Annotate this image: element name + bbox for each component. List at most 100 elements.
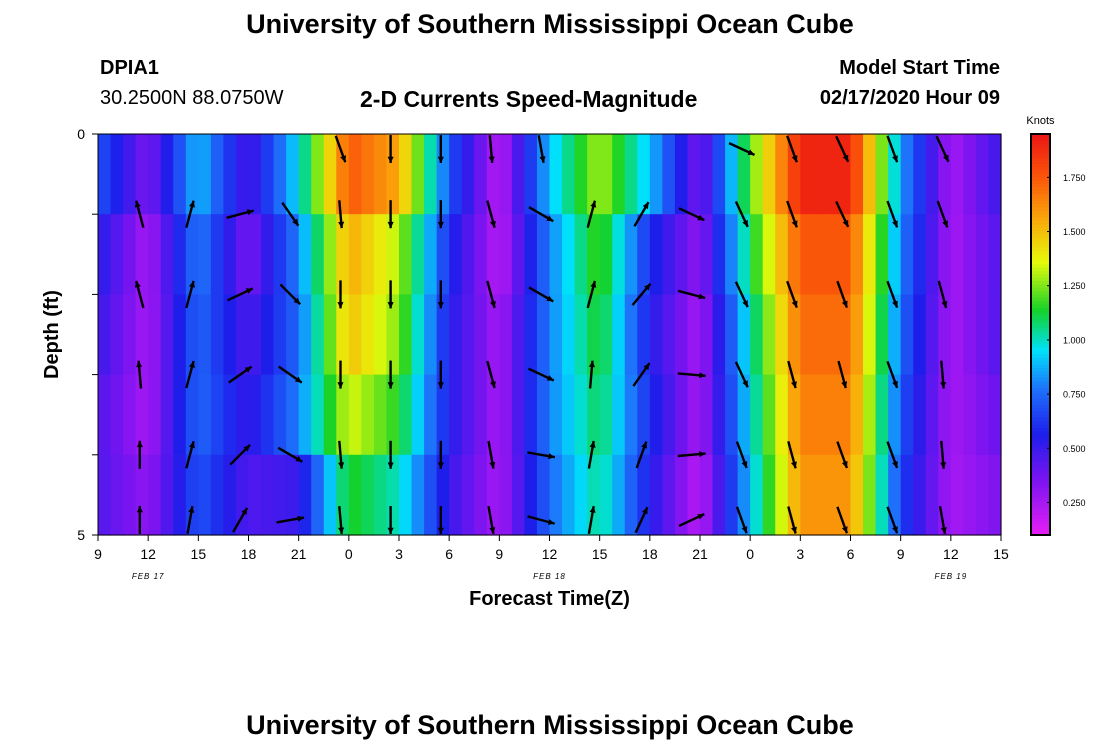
heatmap-cell: [549, 374, 563, 456]
x-tick-label: 9: [897, 546, 905, 562]
heatmap-cells: [98, 134, 1002, 536]
heatmap-cell: [775, 454, 789, 536]
heatmap-cell: [198, 374, 212, 456]
heatmap-cell: [624, 294, 638, 376]
vector-head: [437, 302, 444, 309]
vector-head: [189, 280, 195, 288]
heatmap-cell: [173, 294, 187, 376]
x-tick-label: 18: [241, 546, 257, 562]
heatmap-cell: [386, 214, 400, 295]
vector-head: [940, 527, 947, 534]
x-tick-label: 0: [746, 546, 754, 562]
heatmap-cell: [336, 294, 350, 376]
colorbar-swatch: [1031, 224, 1050, 229]
current-vector: [940, 440, 947, 469]
colorbar-swatch: [1031, 357, 1050, 362]
heatmap-cell: [787, 134, 801, 215]
heatmap-cell: [812, 454, 827, 536]
heatmap-cell: [988, 214, 1002, 295]
colorbar-tick-label: 0.500: [1063, 444, 1086, 454]
heatmap-cell: [436, 214, 450, 295]
vector-head: [437, 527, 444, 534]
heatmap-cell: [173, 214, 187, 295]
heatmap-cell: [649, 294, 663, 376]
colorbar-swatch: [1031, 187, 1050, 192]
vector-head: [742, 300, 748, 308]
current-vector: [835, 200, 850, 228]
current-vector: [486, 360, 496, 389]
heatmap-cell: [135, 374, 149, 456]
colorbar-swatch: [1031, 454, 1050, 459]
heatmap-cell: [687, 454, 701, 536]
heatmap-cell: [737, 134, 751, 215]
heatmap-cell: [975, 294, 990, 376]
heatmap-cell: [812, 294, 827, 376]
heatmap-cell: [311, 214, 325, 295]
heatmap-cell: [900, 454, 914, 536]
vector-head: [892, 220, 898, 228]
heatmap-cell: [950, 214, 964, 295]
heatmap-cell: [511, 294, 526, 376]
x-axis-title: Forecast Time(Z): [469, 588, 630, 610]
heatmap-cell: [725, 454, 739, 536]
heatmap-cell: [637, 374, 651, 456]
heatmap-cell: [725, 294, 739, 376]
vector-head: [892, 155, 898, 163]
vector-head: [841, 381, 848, 389]
vector-head: [241, 507, 248, 515]
y-axis-title: Depth (ft): [41, 290, 63, 379]
colorbar-tick-label: 1.500: [1063, 227, 1086, 237]
colorbar-swatch: [1031, 508, 1050, 513]
heatmap-cell: [424, 134, 438, 215]
colorbar: Knots 1.750 1.500 1.250 1.000 0.750 0.500 0.250: [1026, 115, 1086, 536]
x-tick-label: 12: [943, 546, 959, 562]
current-vector: [631, 282, 652, 306]
heatmap-cell: [850, 294, 864, 376]
heatmap-cell: [700, 454, 714, 536]
vector-head: [490, 381, 496, 389]
vector-head: [741, 526, 748, 534]
heatmap-cell: [662, 454, 676, 536]
heatmap-cell: [574, 454, 588, 536]
colorbar-swatch: [1031, 458, 1050, 463]
heatmap-cell: [160, 134, 174, 215]
current-vector: [228, 365, 253, 384]
colorbar-swatch: [1031, 448, 1050, 453]
heatmap-cell: [248, 294, 262, 376]
footer-title: University of Southern Mississippi Ocean…: [246, 710, 854, 740]
heatmap-cell: [612, 294, 626, 376]
heatmap-cell: [411, 374, 425, 456]
heatmap-cell: [800, 134, 814, 215]
heatmap-cell: [687, 294, 701, 376]
heatmap-cell: [888, 374, 902, 456]
heatmap-cell: [386, 374, 400, 456]
heatmap-cell: [587, 454, 601, 536]
colorbar-swatch: [1031, 518, 1050, 523]
heatmap-cell: [323, 134, 337, 215]
heatmap-cell: [248, 374, 262, 456]
vector-head: [941, 301, 948, 308]
colorbar-swatch: [1031, 461, 1050, 466]
heatmap-cell: [562, 454, 576, 536]
heatmap-cell: [235, 214, 250, 295]
current-vector: [735, 506, 748, 534]
heatmap-cell: [637, 134, 651, 215]
heatmap-cell: [210, 374, 225, 456]
heatmap-cell: [461, 454, 475, 536]
heatmap-cell: [863, 374, 877, 456]
heatmap-cell: [185, 134, 199, 215]
heatmap-cell: [373, 454, 388, 536]
heatmap-cell: [323, 374, 337, 456]
heatmap-cell: [599, 214, 613, 295]
current-vector: [487, 505, 496, 535]
heatmap-cell: [511, 374, 526, 456]
vector-head: [697, 514, 705, 520]
current-vector: [487, 440, 496, 469]
heatmap-cell: [725, 214, 739, 295]
heatmap-cell: [536, 374, 551, 456]
vector-head: [292, 218, 299, 226]
heatmap-cell: [674, 214, 689, 295]
heatmap-cell: [486, 214, 500, 295]
colorbar-swatch: [1031, 164, 1050, 169]
colorbar-swatch: [1031, 391, 1050, 396]
